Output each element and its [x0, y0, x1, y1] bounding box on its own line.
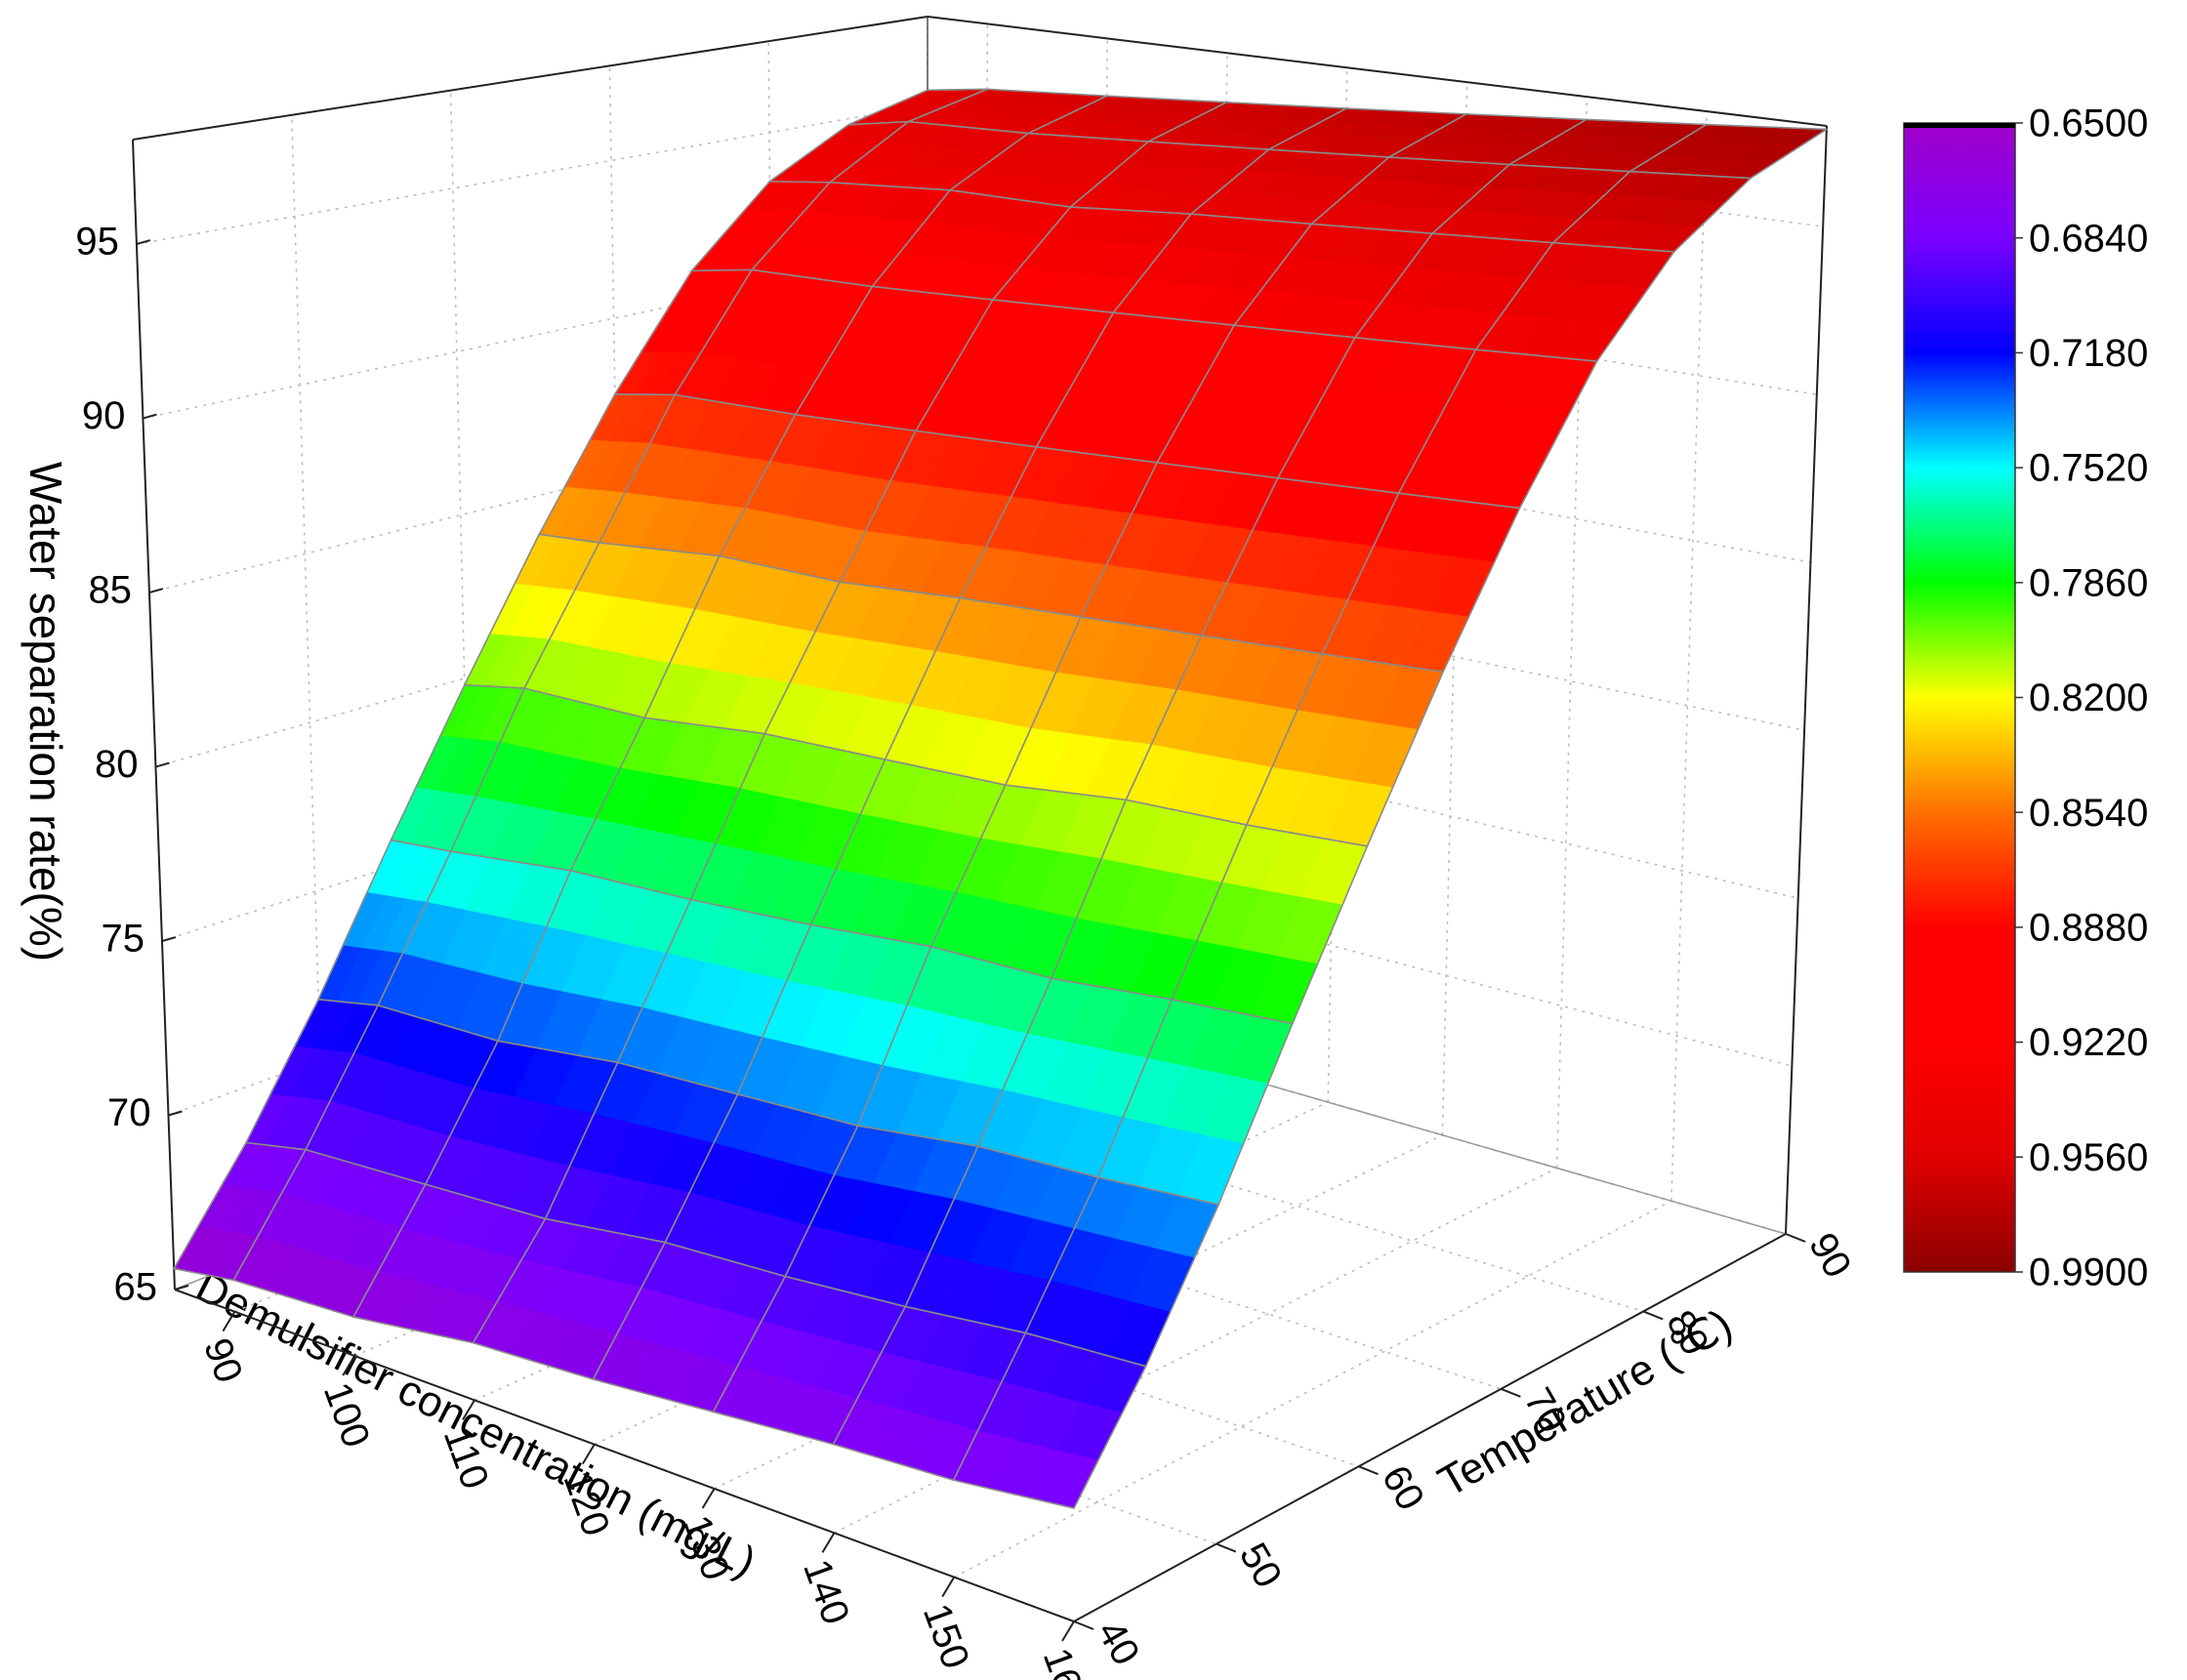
colorbar-tick-label: 0.9900	[2029, 1251, 2148, 1294]
z-tick-label: 80	[95, 743, 139, 786]
colorbar-tick-label: 0.9220	[2029, 1021, 2148, 1064]
tick-mark	[136, 239, 151, 246]
colorbar	[1903, 122, 2016, 1273]
grid-line	[1671, 111, 1708, 1202]
tick-mark	[821, 1532, 836, 1553]
z-tick-label: 75	[101, 918, 144, 961]
surface-cell	[952, 1332, 1147, 1510]
tick-mark	[148, 588, 164, 594]
tick-mark	[1073, 1620, 1094, 1630]
z-axis-label: Water separation rate(%)	[21, 462, 71, 962]
colorbar-tick-label: 0.8540	[2029, 792, 2148, 835]
tick-mark	[1501, 1387, 1521, 1398]
tick-mark	[1358, 1465, 1379, 1476]
colorbar-tick-label: 0.7180	[2029, 332, 2148, 375]
tick-mark	[1216, 1542, 1237, 1553]
colorbar-tick-label: 0.9560	[2029, 1136, 2148, 1179]
axis-line	[1073, 1233, 1787, 1622]
tick-mark	[581, 1444, 596, 1465]
colorbar-tick-label: 0.6840	[2029, 217, 2148, 260]
colorbar-cap	[1904, 123, 2015, 128]
tick-mark	[342, 1355, 356, 1376]
grid-line	[136, 103, 928, 245]
grid-line	[449, 90, 477, 1169]
tick-mark	[1642, 1310, 1664, 1321]
z-tick-label: 85	[88, 569, 132, 612]
z-tick-label: 95	[75, 221, 119, 264]
tick-mark	[168, 1110, 183, 1117]
axis-line	[174, 1289, 1075, 1622]
tick-mark	[143, 413, 157, 420]
z-tick-label: 90	[82, 394, 126, 437]
axis-line	[132, 139, 176, 1291]
tick-mark	[174, 1285, 189, 1291]
grid-line	[1555, 97, 1589, 1168]
colorbar-tick-label: 0.7520	[2029, 447, 2148, 490]
tick-mark	[222, 1311, 236, 1332]
z-tick-label: 65	[114, 1266, 158, 1309]
colorbar-tick-label: 0.8200	[2029, 676, 2148, 719]
colorbar-tick-label: 0.8880	[2029, 906, 2148, 949]
box-edge	[927, 16, 1828, 127]
grid-line	[834, 1167, 1557, 1535]
tick-mark	[155, 761, 170, 768]
tick-mark	[701, 1488, 716, 1509]
box-edge	[132, 16, 928, 141]
tick-mark	[462, 1399, 475, 1420]
grid-line	[953, 1200, 1672, 1578]
tick-mark	[941, 1577, 956, 1598]
tick-mark	[1785, 1233, 1806, 1243]
colorbar-tick-label: 0.6500	[2029, 102, 2148, 145]
tick-mark	[161, 936, 177, 942]
tick-mark	[1061, 1620, 1075, 1642]
box-edge	[1785, 125, 1828, 1235]
colorbar-tick-label: 0.7860	[2029, 561, 2148, 604]
z-tick-label: 70	[107, 1091, 151, 1134]
